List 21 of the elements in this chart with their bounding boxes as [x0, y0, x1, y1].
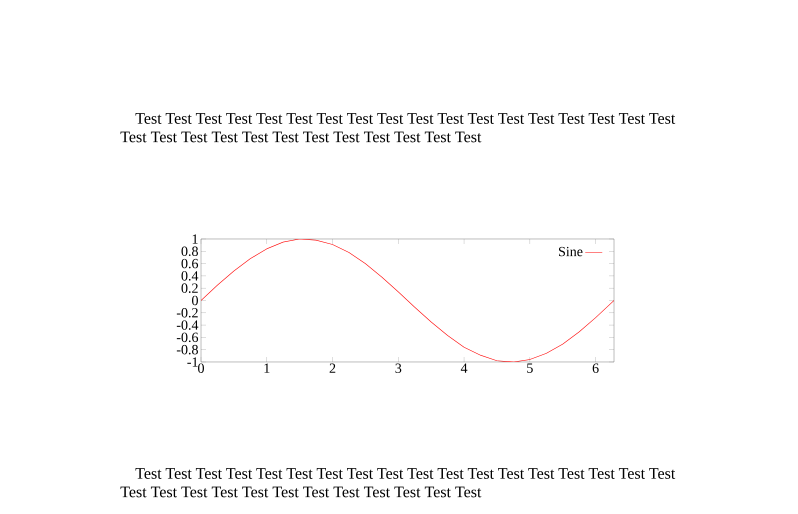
line-series — [201, 238, 614, 362]
text: Test Test Test Test Test Test Test Test Test Test Test Test Test Test Test Test Test Test Test Test Test Test Test Test Test Test Test Test Test Test — [120, 468, 676, 498]
y-tick-label: -0.2 — [176, 308, 198, 318]
x-tick-label: 6 — [592, 364, 599, 373]
x-tick-label: 3 — [395, 364, 402, 373]
y-tick-label: -0.6 — [176, 332, 198, 342]
x-tick-label: 1 — [264, 363, 270, 373]
text: Test Test Test Test Test Test Test Test Test Test Test Test Test Test Test Test Test Test Test Test Test Test Test Test Test Test Test Test Test Test — [120, 113, 676, 142]
y-tick-label: 0.4 — [182, 271, 198, 281]
x-tick-label: 4 — [460, 364, 468, 373]
y-tick-label: -0.4 — [176, 320, 198, 330]
x-tick-label: 5 — [527, 364, 533, 373]
y-tick-label: -0.8 — [176, 344, 198, 354]
legend-label: Sine — [559, 246, 582, 256]
y-tick-label: 1 — [192, 234, 198, 244]
y-tick-label: 0.2 — [182, 283, 198, 293]
y-tick-label: -1 — [187, 357, 198, 367]
y-tick-label: 0.8 — [182, 246, 198, 256]
y-tick-label: 0.6 — [182, 258, 198, 268]
x-tick-label: 2 — [330, 364, 336, 373]
y-tick-label: 0 — [192, 296, 198, 306]
